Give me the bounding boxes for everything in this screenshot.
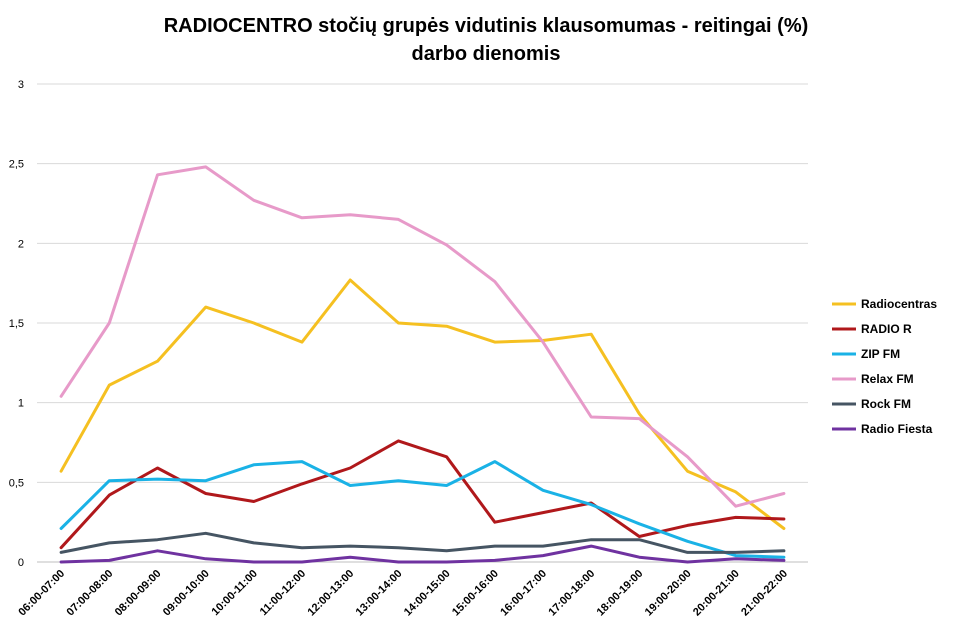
- y-tick-label: 3: [18, 79, 24, 91]
- x-tick-label: 07:00-08:00: [65, 568, 116, 619]
- gridlines: [37, 83, 808, 563]
- y-axis-ticks: 0 0,5 1 1,5 2 2,5 3: [9, 79, 24, 569]
- x-tick-label: 11:00-12:00: [258, 568, 308, 618]
- legend-item-radiocentras: Radiocentras: [832, 297, 937, 311]
- x-tick-label: 08:00-09:00: [113, 568, 164, 619]
- series-line-rock-fm: [59, 531, 786, 554]
- x-tick-label: 10:00-11:00: [210, 568, 260, 618]
- series-line-relax-fm: [59, 165, 786, 508]
- legend-item-relax-fm: Relax FM: [832, 372, 914, 386]
- legend-item-radio-r: RADIO R: [832, 322, 912, 336]
- legend: Radiocentras RADIO R ZIP FM Relax FM Rock FM…: [832, 297, 937, 436]
- legend-label: Relax FM: [861, 372, 914, 386]
- x-tick-label: 06:00-07:00: [16, 568, 67, 619]
- y-tick-label: 2: [18, 238, 24, 250]
- series-line-radio-fiesta: [59, 544, 786, 564]
- x-tick-label: 16:00-17:00: [498, 568, 549, 619]
- series-line-radiocentras: [59, 278, 786, 530]
- x-tick-label: 18:00-19:00: [595, 568, 646, 619]
- legend-item-zip-fm: ZIP FM: [832, 347, 900, 361]
- series-lines: [59, 165, 786, 564]
- x-tick-label: 15:00-16:00: [450, 568, 501, 619]
- legend-label: Rock FM: [861, 397, 911, 411]
- x-tick-label: 19:00-20:00: [643, 568, 694, 619]
- legend-item-rock-fm: Rock FM: [832, 397, 911, 411]
- legend-label: RADIO R: [861, 322, 912, 336]
- y-tick-label: 1,5: [9, 318, 24, 330]
- chart-title-line-2: darbo dienomis: [411, 43, 561, 65]
- x-tick-label: 20:00-21:00: [691, 568, 742, 619]
- x-axis-ticks: 06:00-07:0007:00-08:0008:00-09:0009:00-1…: [16, 568, 790, 619]
- legend-label: Radiocentras: [861, 297, 937, 311]
- x-tick-label: 12:00-13:00: [305, 568, 356, 619]
- x-tick-label: 14:00-15:00: [402, 568, 453, 619]
- x-tick-label: 21:00-22:00: [739, 568, 790, 619]
- series-line-zip-fm: [59, 460, 786, 559]
- chart-title-line-1: RADIOCENTRO stočių grupės vidutinis klau…: [163, 15, 809, 37]
- x-tick-label: 17:00-18:00: [546, 568, 597, 619]
- x-tick-label: 13:00-14:00: [354, 568, 405, 619]
- y-tick-label: 0: [18, 557, 24, 569]
- y-tick-label: 0,5: [9, 477, 24, 489]
- legend-item-radio-fiesta: Radio Fiesta: [832, 422, 933, 436]
- legend-label: ZIP FM: [861, 347, 900, 361]
- legend-label: Radio Fiesta: [861, 422, 933, 436]
- y-tick-label: 2,5: [9, 159, 24, 171]
- y-tick-label: 1: [18, 398, 24, 410]
- x-tick-label: 09:00-10:00: [161, 568, 212, 619]
- chart-title: RADIOCENTRO stočių grupės vidutinis klau…: [0, 12, 972, 68]
